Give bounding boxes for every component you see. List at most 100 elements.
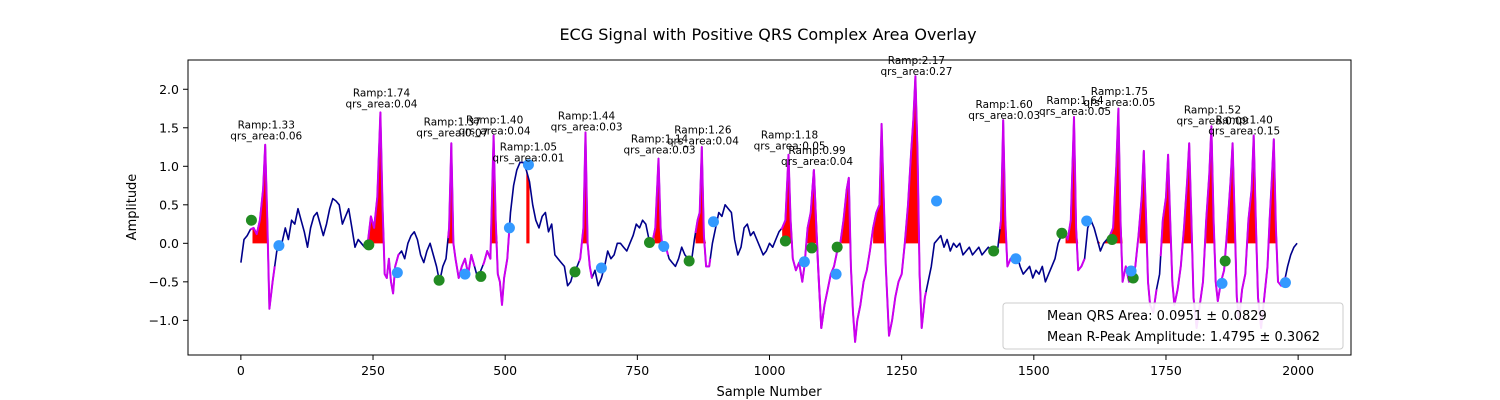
legend: Mean QRS Area: 0.0951 ± 0.0829 Mean R-Pe… bbox=[1002, 302, 1344, 350]
qrs-area-label-6: qrs_area:0.03 bbox=[624, 145, 696, 157]
y-tick-label-0: −1.0 bbox=[149, 313, 179, 328]
ecg-signal-line bbox=[240, 75, 1298, 343]
r-amplitude-label-13: Ramp:1.75 bbox=[1091, 86, 1148, 98]
qrs-onset-marker-10 bbox=[988, 245, 1000, 257]
x-tick-label-8: 2000 bbox=[1282, 363, 1314, 378]
plot-area: Ramp:1.33qrs_area:0.06Ramp:1.74qrs_area:… bbox=[230, 55, 1298, 343]
qrs-onset-marker-9 bbox=[831, 241, 843, 253]
qrs-segment-1 bbox=[365, 111, 401, 295]
y-tick-label-4: 1.0 bbox=[159, 159, 179, 174]
qrs-area-label-11: qrs_area:0.03 bbox=[968, 110, 1040, 122]
qrs-onset-marker-3 bbox=[475, 270, 487, 282]
qrs-offset-marker-14 bbox=[1216, 277, 1228, 289]
y-tick-label-3: 0.5 bbox=[159, 197, 179, 212]
qrs-area-label-15: qrs_area:0.15 bbox=[1208, 125, 1280, 137]
qrs-segment-12 bbox=[1159, 125, 1287, 329]
r-amplitude-label-4: Ramp:1.05 bbox=[500, 141, 557, 153]
r-amplitude-label-1: Ramp:1.74 bbox=[353, 87, 411, 99]
qrs-onset-marker-6 bbox=[683, 255, 695, 267]
qrs-offset-marker-11 bbox=[1010, 253, 1022, 265]
qrs-area-label-9: qrs_area:0.04 bbox=[781, 156, 853, 168]
qrs-onset-marker-5 bbox=[643, 237, 655, 249]
y-axis: −1.0 −0.5 0.0 0.5 1.0 1.5 2.0 bbox=[149, 82, 188, 328]
qrs-segment-9 bbox=[999, 119, 1013, 268]
qrs-area-fill-15 bbox=[1097, 108, 1123, 244]
qrs-offset-marker-5 bbox=[595, 262, 607, 274]
qrs-segment-4 bbox=[578, 131, 593, 279]
qrs-onset-marker-1 bbox=[363, 239, 375, 251]
qrs-onset-marker-7 bbox=[779, 235, 791, 247]
x-tick-label-7: 1750 bbox=[1150, 363, 1182, 378]
x-tick-label-3: 750 bbox=[625, 363, 649, 378]
r-amplitude-label-3: Ramp:1.40 bbox=[466, 114, 523, 126]
r-amplitude-label-15: Ramp:1.40 bbox=[1216, 114, 1273, 126]
qrs-segment-6 bbox=[694, 146, 712, 268]
qrs-onset-marker-2 bbox=[433, 274, 445, 286]
qrs-onset-marker-8 bbox=[806, 242, 818, 254]
qrs-area-label-4: qrs_area:0.01 bbox=[492, 152, 564, 164]
qrs-offset-marker-7 bbox=[707, 216, 719, 228]
qrs-segment-0 bbox=[249, 143, 276, 310]
qrs-area-label-7: qrs_area:0.04 bbox=[667, 135, 739, 147]
x-tick-label-6: 1500 bbox=[1018, 363, 1050, 378]
qrs-onset-marker-0 bbox=[245, 214, 257, 226]
x-tick-label-1: 250 bbox=[361, 363, 385, 378]
qrs-area-label-12: qrs_area:0.05 bbox=[1039, 106, 1111, 118]
chart-title: ECG Signal with Positive QRS Complex Are… bbox=[559, 25, 976, 44]
qrs-offset-marker-1 bbox=[391, 267, 403, 279]
qrs-area-label-2: qrs_area:0.07 bbox=[416, 128, 488, 140]
r-amplitude-label-8: Ramp:1.18 bbox=[761, 130, 818, 142]
r-amplitude-label-9: Ramp:0.99 bbox=[788, 145, 845, 157]
qrs-onset-marker-12 bbox=[1106, 233, 1118, 245]
qrs-area-label-3: qrs_area:0.04 bbox=[459, 125, 531, 137]
qrs-onset-marker-14 bbox=[1219, 255, 1231, 267]
qrs-area-label-13: qrs_area:0.05 bbox=[1083, 97, 1155, 109]
qrs-offset-marker-6 bbox=[658, 240, 670, 252]
legend-box bbox=[1002, 302, 1344, 350]
x-tick-label-2: 500 bbox=[493, 363, 517, 378]
qrs-area-label-14: qrs_area:0.09 bbox=[1176, 115, 1248, 127]
y-tick-label-5: 1.5 bbox=[159, 120, 179, 135]
r-amplitude-label-12: Ramp:1.64 bbox=[1046, 95, 1104, 107]
legend-entry-qrs-area: Mean QRS Area: 0.0951 ± 0.0829 bbox=[1047, 309, 1267, 324]
r-amplitude-label-2: Ramp:1.37 bbox=[424, 117, 481, 129]
x-axis-label: Sample Number bbox=[716, 385, 822, 400]
qrs-offset-marker-2 bbox=[459, 268, 471, 280]
qrs-offset-marker-4 bbox=[522, 159, 534, 171]
y-tick-label-2: 0.0 bbox=[159, 236, 179, 251]
r-amplitude-label-5: Ramp:1.44 bbox=[558, 110, 616, 122]
qrs-area-fill-20 bbox=[1227, 143, 1236, 244]
x-tick-label-4: 1000 bbox=[754, 363, 786, 378]
y-axis-label: Amplitude bbox=[125, 174, 140, 241]
qrs-offset-marker-0 bbox=[273, 240, 285, 252]
qrs-area-label-10: qrs_area:0.27 bbox=[880, 66, 952, 78]
qrs-offset-marker-15 bbox=[1279, 277, 1291, 289]
r-amplitude-label-11: Ramp:1.60 bbox=[976, 99, 1033, 111]
qrs-segment-3 bbox=[482, 134, 511, 306]
qrs-onset-marker-11 bbox=[1056, 227, 1068, 239]
qrs-area-fill-16 bbox=[1139, 150, 1147, 244]
qrs-offset-marker-13 bbox=[1125, 265, 1137, 277]
qrs-onset-marker-4 bbox=[569, 266, 581, 278]
qrs-area-label-8: qrs_area:0.05 bbox=[754, 141, 826, 153]
qrs-offset-marker-12 bbox=[1081, 215, 1093, 227]
r-amplitude-label-10: Ramp:2.17 bbox=[888, 55, 945, 67]
qrs-segment-2 bbox=[447, 142, 476, 279]
x-axis: 0 250 500 750 1000 1250 1500 1750 2000 bbox=[237, 355, 1314, 378]
qrs-area-label-1: qrs_area:0.04 bbox=[345, 98, 417, 110]
r-amplitude-label-6: Ramp:1.14 bbox=[631, 134, 689, 146]
qrs-offset-marker-10 bbox=[931, 195, 943, 207]
qrs-area-label-5: qrs_area:0.03 bbox=[551, 121, 623, 133]
qrs-offset-marker-8 bbox=[798, 256, 810, 268]
r-amplitude-label-0: Ramp:1.33 bbox=[238, 120, 295, 132]
y-tick-label-6: 2.0 bbox=[159, 82, 179, 97]
legend-entry-r-peak: Mean R-Peak Amplitude: 1.4795 ± 0.3062 bbox=[1047, 330, 1320, 345]
r-amplitude-label-14: Ramp:1.52 bbox=[1184, 104, 1241, 116]
qrs-offset-marker-9 bbox=[830, 268, 842, 280]
r-amplitude-label-7: Ramp:1.26 bbox=[674, 124, 732, 136]
x-tick-label-0: 0 bbox=[237, 363, 245, 378]
qrs-offset-marker-3 bbox=[503, 222, 515, 234]
y-tick-label-1: −0.5 bbox=[149, 274, 179, 289]
qrs-area-label-0: qrs_area:0.06 bbox=[230, 131, 302, 143]
